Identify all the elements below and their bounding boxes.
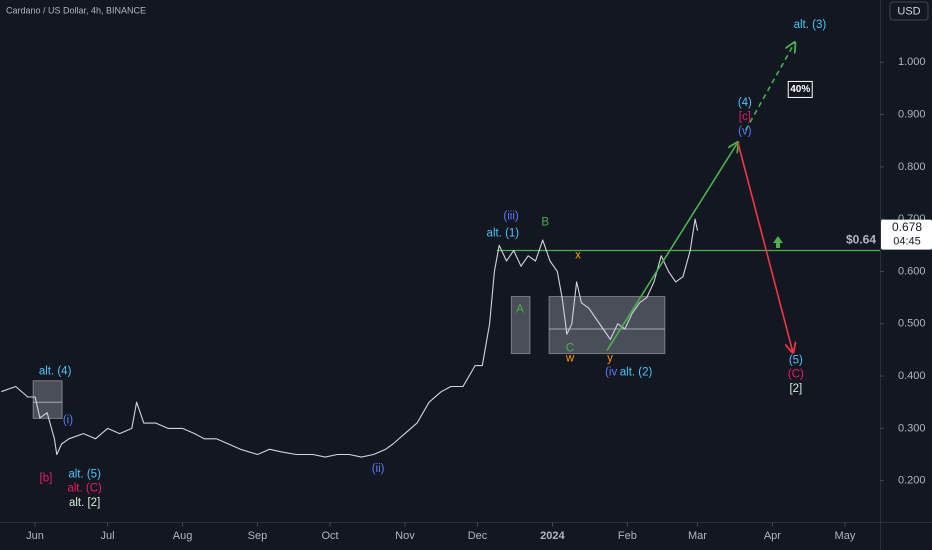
wave-label: alt. (1) bbox=[487, 227, 520, 239]
wave-label: (iii) bbox=[503, 211, 518, 223]
wave-label: y bbox=[607, 352, 613, 364]
wave-label: (v) bbox=[738, 125, 752, 137]
x-tick-label: Nov bbox=[395, 530, 415, 542]
x-tick-label: Apr bbox=[764, 530, 781, 542]
wave-label: alt. (5) bbox=[68, 468, 101, 480]
price-tag bbox=[881, 219, 932, 250]
wave-label: alt. [2] bbox=[69, 497, 100, 509]
wave-label: (ii) bbox=[372, 463, 385, 475]
y-tick-label: 0.300 bbox=[898, 422, 926, 434]
zone-box bbox=[32, 380, 63, 419]
wave-label: [c] bbox=[739, 111, 751, 123]
currency: USD bbox=[897, 5, 920, 17]
wave-label: alt. (2) bbox=[620, 366, 653, 378]
level-label: $0.64 bbox=[846, 233, 876, 247]
wave-label: [b] bbox=[40, 473, 53, 485]
y-tick-label: 0.200 bbox=[898, 475, 926, 487]
wave-label: (i) bbox=[63, 415, 73, 427]
wave-label: alt. (4) bbox=[39, 365, 72, 377]
y-tick-label: 0.600 bbox=[898, 265, 926, 277]
projection-arrow bbox=[744, 42, 795, 131]
wave-label: x bbox=[575, 249, 581, 261]
wave-label: (5) bbox=[789, 354, 803, 366]
wave-label: A bbox=[516, 304, 524, 316]
y-tick-label: 0.400 bbox=[898, 370, 926, 382]
x-tick-label: Jul bbox=[101, 530, 115, 542]
wave-label: alt. (3) bbox=[794, 19, 827, 31]
y-tick-label: 0.900 bbox=[898, 108, 926, 120]
up-arrow-icon bbox=[773, 236, 783, 248]
annotation-box bbox=[787, 80, 813, 98]
y-tick-label: 1.000 bbox=[898, 56, 926, 68]
x-tick-label: Aug bbox=[173, 530, 193, 542]
wave-label: w bbox=[565, 352, 575, 364]
x-tick-label: Dec bbox=[468, 530, 488, 542]
zone-box bbox=[548, 296, 666, 355]
wave-label: alt. (C) bbox=[67, 483, 102, 495]
wave-label: B bbox=[541, 216, 549, 228]
x-tick-label: May bbox=[835, 530, 856, 542]
x-tick-label: Sep bbox=[248, 530, 268, 542]
wave-label: C bbox=[566, 342, 574, 354]
y-tick-label: 0.500 bbox=[898, 318, 926, 330]
x-tick-label: Jun bbox=[26, 530, 44, 542]
price-tag-countdown: 04:45 bbox=[893, 236, 921, 248]
price-line bbox=[1, 218, 699, 458]
x-tick-label: 2024 bbox=[540, 530, 565, 542]
wave-label: (iv bbox=[605, 366, 617, 378]
wave-label: (C) bbox=[788, 369, 804, 381]
y-tick-label: 0.800 bbox=[898, 161, 926, 173]
wave-label: (4) bbox=[738, 97, 752, 109]
price-tag-value: 0.678 bbox=[892, 220, 922, 234]
wave-label: [2] bbox=[789, 383, 802, 395]
projection-arrow bbox=[606, 142, 738, 351]
zone-box bbox=[510, 296, 531, 355]
currency-box[interactable] bbox=[889, 1, 929, 21]
projection-arrow bbox=[737, 142, 793, 352]
chart-title: Cardano / US Dollar, 4h, BINANCE bbox=[6, 5, 146, 15]
x-tick-label: Oct bbox=[321, 530, 338, 542]
x-tick-label: Mar bbox=[688, 530, 707, 542]
x-tick-label: Feb bbox=[618, 530, 637, 542]
wave-label: 40% bbox=[790, 84, 810, 95]
